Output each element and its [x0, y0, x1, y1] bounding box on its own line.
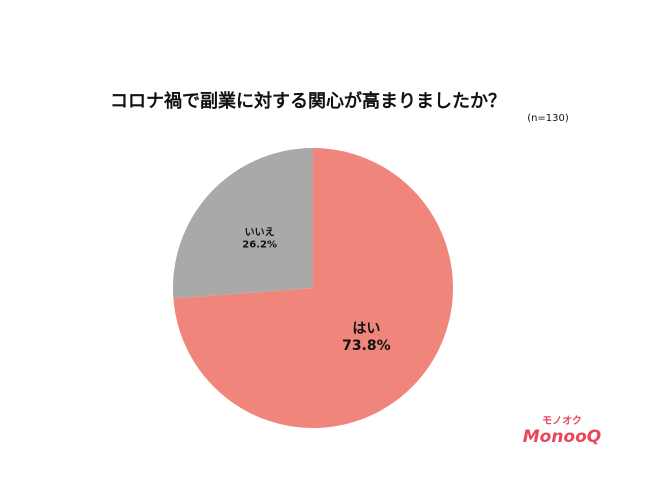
logo-kana: モノオク	[542, 415, 582, 427]
value-label: 73.8%	[342, 338, 391, 354]
slice-label: いいえ	[245, 226, 275, 238]
chart-title: コロナ禍で副業に対する関心が高まりましたか？	[110, 90, 506, 112]
pie-slice	[173, 148, 313, 299]
value-label: 26.2%	[242, 239, 277, 250]
logo-text: MonooQ	[523, 427, 602, 447]
chart-subtitle: (n=130)	[527, 113, 569, 124]
slice-label: はい	[352, 321, 380, 337]
pie-slice	[173, 148, 453, 428]
